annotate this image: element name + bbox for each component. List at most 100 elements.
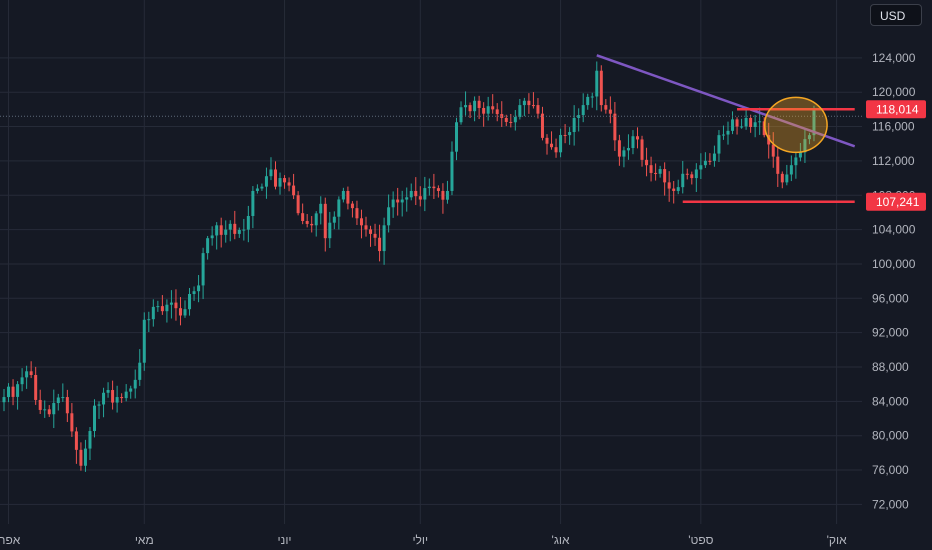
- y-tick-label: 92,000: [872, 326, 909, 340]
- candle-body: [206, 238, 210, 254]
- candle-body: [79, 449, 83, 466]
- candle-body: [255, 188, 259, 191]
- candle-body: [369, 229, 373, 234]
- candle-body: [771, 144, 775, 157]
- candle-body: [613, 113, 617, 141]
- candle-body: [278, 178, 282, 187]
- candle-body: [124, 391, 128, 399]
- candle-body: [296, 195, 300, 214]
- candle-body: [70, 413, 74, 432]
- candle-body: [34, 374, 38, 400]
- candle-body: [192, 291, 196, 295]
- candle-body: [251, 190, 255, 216]
- candle-body: [409, 190, 413, 198]
- candle-body: [174, 302, 178, 309]
- y-tick-label: 124,000: [872, 51, 916, 65]
- candle-body: [11, 386, 15, 397]
- candle-body: [617, 140, 621, 157]
- candle-body: [97, 404, 101, 406]
- currency-button[interactable]: USD: [870, 4, 922, 26]
- candle-body: [188, 294, 192, 310]
- candle-body: [554, 147, 558, 153]
- candle-body: [47, 409, 51, 415]
- candle-body: [237, 230, 241, 234]
- candle-body: [812, 109, 816, 136]
- candle-body: [645, 159, 649, 166]
- price-tag: [866, 192, 926, 211]
- candle-body: [789, 165, 793, 175]
- candle-body: [233, 223, 237, 234]
- candle-body: [473, 100, 477, 112]
- candle-body: [482, 107, 486, 114]
- candle-body: [210, 235, 214, 239]
- candle-body: [65, 397, 69, 414]
- candle-body: [359, 218, 363, 226]
- candle-body: [545, 137, 549, 144]
- candle-body: [378, 237, 382, 252]
- candle-body: [396, 199, 400, 203]
- candle-body: [387, 207, 391, 226]
- candle-body: [165, 304, 169, 312]
- candle-body: [405, 197, 409, 200]
- candle-body: [56, 397, 60, 404]
- candle-body: [160, 306, 164, 312]
- candle-body: [120, 397, 124, 399]
- candle-body: [509, 121, 513, 123]
- candle-body: [513, 117, 517, 123]
- candle-body: [568, 132, 572, 136]
- candle-body: [577, 115, 581, 118]
- candle-body: [219, 225, 223, 235]
- candle-body: [301, 213, 305, 222]
- candle-body: [536, 105, 540, 114]
- candle-body: [242, 229, 246, 231]
- candle-body: [459, 107, 463, 123]
- candle-body: [486, 106, 490, 114]
- y-tick-label: 72,000: [872, 497, 909, 511]
- candle-body: [540, 113, 544, 138]
- candle-body: [527, 100, 531, 106]
- candle-body: [115, 397, 119, 403]
- candle-body: [29, 371, 33, 375]
- candle-body: [477, 100, 481, 108]
- candle-body: [681, 173, 685, 188]
- candle-body: [364, 225, 368, 230]
- candle-body: [400, 199, 404, 203]
- candle-body: [287, 182, 291, 186]
- candle-body: [111, 390, 115, 403]
- candle-body: [138, 362, 142, 380]
- candle-body: [717, 135, 721, 154]
- candle-body: [690, 174, 694, 179]
- candle-body: [215, 225, 219, 236]
- candle-body: [373, 233, 377, 238]
- candle-body: [753, 122, 757, 127]
- candle-body: [491, 106, 495, 110]
- candle-body: [147, 319, 151, 321]
- candle-body: [703, 160, 707, 166]
- y-tick-label: 96,000: [872, 291, 909, 305]
- candle-body: [663, 169, 667, 183]
- x-tick-label: 'ספט: [688, 533, 713, 547]
- candle-body: [201, 253, 205, 286]
- candle-body: [224, 229, 228, 235]
- candle-body: [2, 397, 6, 403]
- candle-body: [83, 448, 87, 466]
- candle-body: [346, 190, 350, 204]
- candle-body: [721, 134, 725, 136]
- price-tag-label: 107,241: [876, 195, 920, 209]
- candle-body: [93, 405, 96, 432]
- candle-body: [382, 225, 386, 252]
- candle-body: [328, 222, 332, 239]
- candle-body: [626, 148, 630, 151]
- y-tick-label: 112,000: [872, 154, 915, 168]
- candle-body: [586, 96, 590, 106]
- candle-body: [269, 169, 273, 177]
- y-tick-label: 120,000: [872, 85, 916, 99]
- candle-body: [785, 174, 789, 183]
- candle-body: [550, 143, 554, 148]
- candle-body: [744, 117, 748, 127]
- candle-body: [676, 187, 680, 191]
- candle-body: [504, 117, 508, 122]
- candle-body: [468, 105, 472, 112]
- candle-body: [599, 70, 603, 106]
